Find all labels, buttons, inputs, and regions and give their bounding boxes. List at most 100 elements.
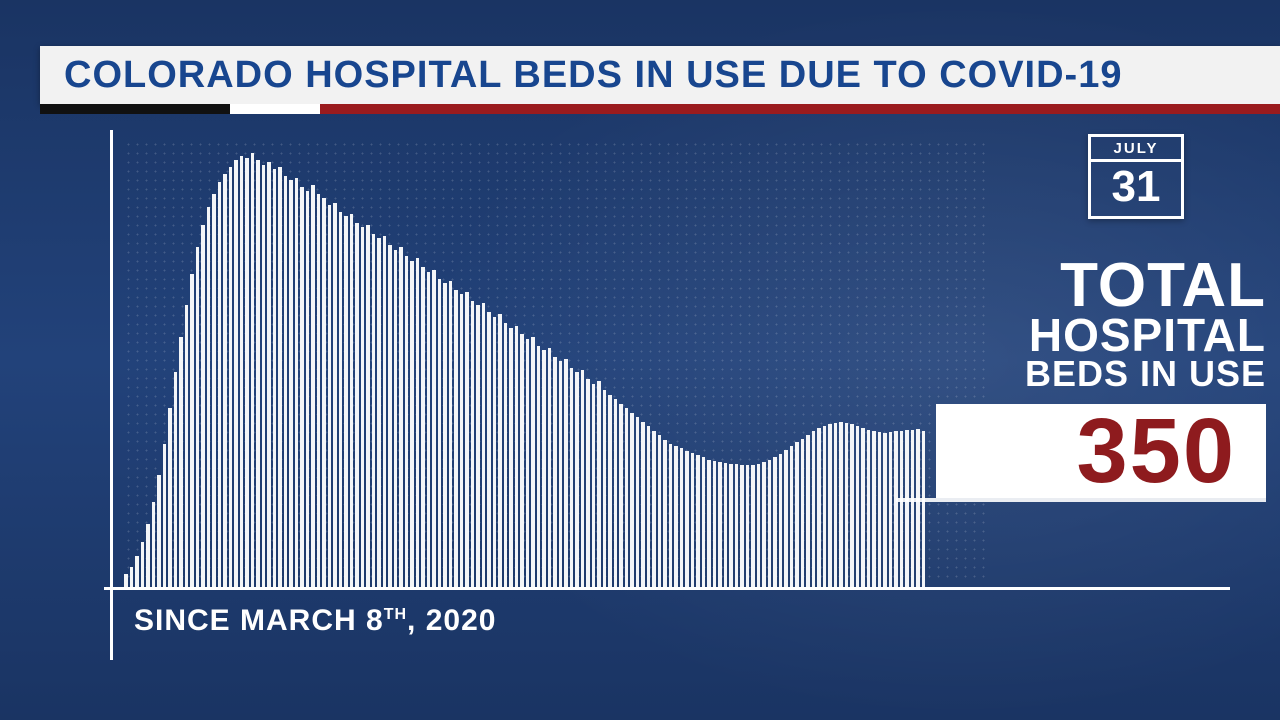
chart-bar bbox=[366, 225, 370, 587]
chart-bar bbox=[344, 216, 348, 587]
chart-bar bbox=[234, 160, 238, 587]
chart-bar bbox=[922, 431, 926, 587]
chart-bar bbox=[636, 417, 640, 587]
chart-bar bbox=[740, 465, 744, 587]
chart-bar bbox=[916, 429, 920, 587]
chart-bar bbox=[449, 281, 453, 587]
chart-bar bbox=[559, 361, 563, 587]
chart-bar bbox=[410, 261, 414, 587]
chart-bar bbox=[790, 446, 794, 587]
chart-bar bbox=[207, 207, 211, 587]
chart-bar bbox=[597, 381, 601, 587]
chart-bar bbox=[867, 430, 871, 587]
chart-bar bbox=[427, 272, 431, 587]
chart-bar bbox=[531, 337, 535, 587]
stat-line1: TOTAL bbox=[966, 258, 1266, 314]
chart-bar bbox=[251, 153, 255, 587]
chart-bar bbox=[432, 270, 436, 587]
chart-bar bbox=[190, 274, 194, 587]
chart-bar bbox=[509, 328, 513, 587]
chart-bar bbox=[828, 424, 832, 587]
chart-bar bbox=[146, 524, 150, 587]
chart-bar bbox=[718, 462, 722, 587]
chart-bar bbox=[647, 426, 651, 587]
chart-bar bbox=[773, 457, 777, 587]
chart-bar bbox=[377, 238, 381, 587]
chart-bar bbox=[141, 542, 145, 587]
chart-bar bbox=[581, 370, 585, 587]
chart-bar bbox=[669, 444, 673, 587]
chart-bar bbox=[603, 390, 607, 587]
chart-bar bbox=[179, 337, 183, 587]
chart-bar bbox=[872, 431, 876, 587]
chart-bar bbox=[333, 203, 337, 587]
chart-bar bbox=[911, 430, 915, 587]
stat-underline bbox=[896, 498, 1266, 502]
stat-block: TOTAL HOSPITAL BEDS IN USE bbox=[966, 258, 1266, 392]
chart-bar bbox=[878, 432, 882, 587]
chart-bar bbox=[504, 323, 508, 587]
chart-bar bbox=[658, 435, 662, 587]
chart-bar bbox=[680, 448, 684, 587]
x-axis bbox=[104, 587, 1230, 590]
chart-bar bbox=[284, 176, 288, 587]
chart-bar bbox=[564, 359, 568, 587]
chart-bar bbox=[273, 169, 277, 587]
chart-bar bbox=[223, 174, 227, 587]
chart-bar bbox=[399, 247, 403, 587]
chart-bar bbox=[201, 225, 205, 587]
chart-bar bbox=[152, 502, 156, 587]
chart-bar bbox=[553, 357, 557, 587]
chart-bar bbox=[784, 450, 788, 587]
chart-bar bbox=[894, 431, 898, 587]
chart-bar bbox=[900, 431, 904, 587]
chart-bar bbox=[575, 372, 579, 587]
chart-bar bbox=[289, 180, 293, 587]
chart-bar bbox=[328, 205, 332, 587]
chart-bar bbox=[322, 198, 326, 587]
chart-bar bbox=[487, 312, 491, 587]
chart-bar bbox=[614, 399, 618, 587]
accent-red bbox=[320, 104, 1280, 114]
chart-bar bbox=[218, 182, 222, 587]
chart-bar bbox=[267, 162, 271, 587]
chart-bar bbox=[570, 368, 574, 587]
chart-bar bbox=[443, 283, 447, 587]
chart-bar bbox=[300, 187, 304, 587]
chart-bar bbox=[542, 350, 546, 587]
chart-bar bbox=[685, 451, 689, 587]
chart-bar bbox=[823, 426, 827, 587]
chart-bar bbox=[493, 317, 497, 587]
since-label: SINCE MARCH 8TH, 2020 bbox=[134, 604, 496, 638]
chart-bar bbox=[361, 227, 365, 587]
stat-line2: HOSPITAL bbox=[966, 314, 1266, 358]
chart-bar bbox=[416, 258, 420, 587]
chart-bar bbox=[663, 440, 667, 588]
chart-bars bbox=[124, 140, 990, 587]
since-suffix: , 2020 bbox=[407, 604, 496, 637]
chart-bar bbox=[702, 457, 706, 587]
chart-bar bbox=[212, 194, 216, 587]
chart-bar bbox=[641, 422, 645, 587]
chart-bar bbox=[460, 294, 464, 587]
chart-bar bbox=[850, 424, 854, 587]
chart-bar bbox=[713, 461, 717, 587]
chart-bar bbox=[124, 574, 128, 587]
chart-bar bbox=[476, 305, 480, 587]
chart-bar bbox=[757, 464, 761, 587]
chart-bar bbox=[834, 423, 838, 587]
chart-bar bbox=[355, 223, 359, 587]
chart-bar bbox=[229, 167, 233, 587]
chart-bar bbox=[817, 428, 821, 587]
chart-bar bbox=[548, 348, 552, 587]
chart-bar bbox=[586, 379, 590, 587]
chart-bar bbox=[779, 454, 783, 587]
chart-bar bbox=[311, 185, 315, 587]
chart-bar bbox=[240, 156, 244, 587]
chart-bar bbox=[856, 426, 860, 587]
chart-bar bbox=[729, 464, 733, 587]
y-axis bbox=[110, 130, 113, 660]
chart-bar bbox=[245, 158, 249, 587]
chart-bar bbox=[839, 422, 843, 587]
chart-bar bbox=[619, 404, 623, 587]
